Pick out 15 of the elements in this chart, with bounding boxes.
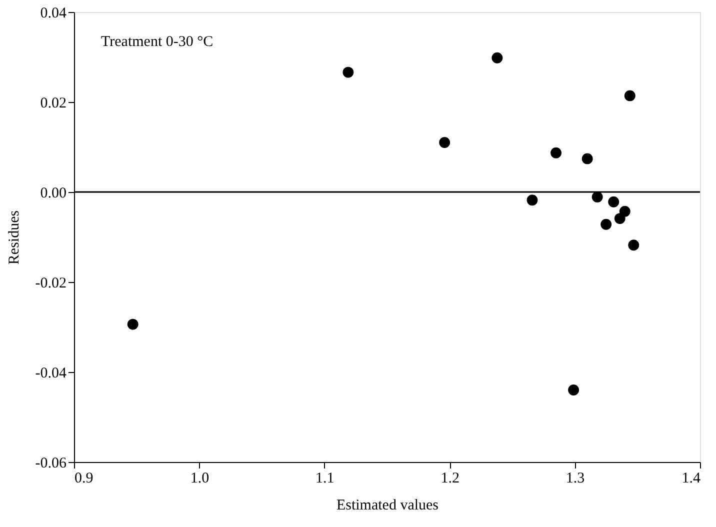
y-tick-label: 0.04 — [40, 6, 67, 22]
y-tick-label: 0.00 — [40, 186, 66, 202]
y-tick-label: -0.04 — [35, 366, 67, 382]
x-tick-label: 1.3 — [566, 470, 585, 486]
y-tick-label: -0.06 — [35, 456, 67, 472]
x-tick-label: 1.2 — [440, 470, 460, 486]
x-tick-label: 1.1 — [316, 470, 334, 486]
y-tick-label: 0.02 — [40, 96, 66, 112]
x-tick-label: 0.9 — [74, 470, 94, 486]
y-tick-label: -0.02 — [35, 276, 66, 292]
annotation: Treatment 0-30 °C — [101, 34, 214, 50]
y-axis-title: Residues — [6, 210, 22, 265]
x-tick-label: 1.0 — [190, 470, 210, 486]
x-axis-title: Estimated values — [336, 498, 439, 514]
x-tick-label: 1.4 — [682, 470, 701, 486]
